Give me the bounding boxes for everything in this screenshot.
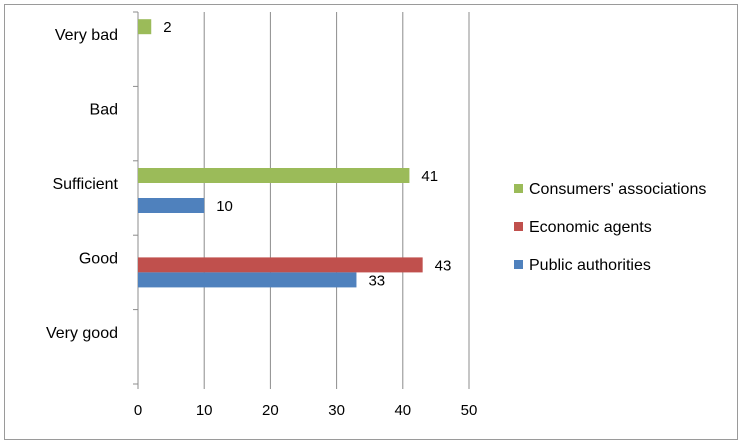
legend-label: Consumers' associations	[529, 181, 706, 198]
data-label: 2	[163, 19, 171, 36]
legend-label: Economic agents	[529, 219, 652, 236]
legend-swatch-0	[514, 184, 523, 193]
bar-2-2	[138, 198, 205, 213]
category-label: Very good	[46, 325, 118, 342]
bar-1-3	[138, 257, 423, 273]
legend-swatch-2	[514, 260, 523, 269]
category-label: Bad	[90, 102, 118, 119]
x-tick-label: 0	[134, 402, 142, 419]
bar-0-2	[138, 168, 410, 183]
category-label: Very bad	[55, 27, 118, 44]
category-label: Sufficient	[52, 176, 118, 193]
bar-2-3	[138, 272, 357, 288]
x-tick-label: 40	[394, 402, 411, 419]
x-tick-label: 50	[461, 402, 478, 419]
legend-swatch-1	[514, 222, 523, 231]
data-label: 41	[421, 168, 438, 185]
data-label: 10	[216, 198, 233, 215]
category-label: Good	[79, 250, 118, 267]
x-tick-label: 10	[196, 402, 213, 419]
chart-frame	[4, 4, 738, 440]
data-label: 33	[368, 272, 385, 289]
x-tick-label: 30	[328, 402, 345, 419]
x-tick-label: 20	[262, 402, 279, 419]
legend-label: Public authorities	[529, 257, 651, 274]
bar-0-0	[138, 19, 152, 35]
data-label: 43	[435, 257, 452, 274]
